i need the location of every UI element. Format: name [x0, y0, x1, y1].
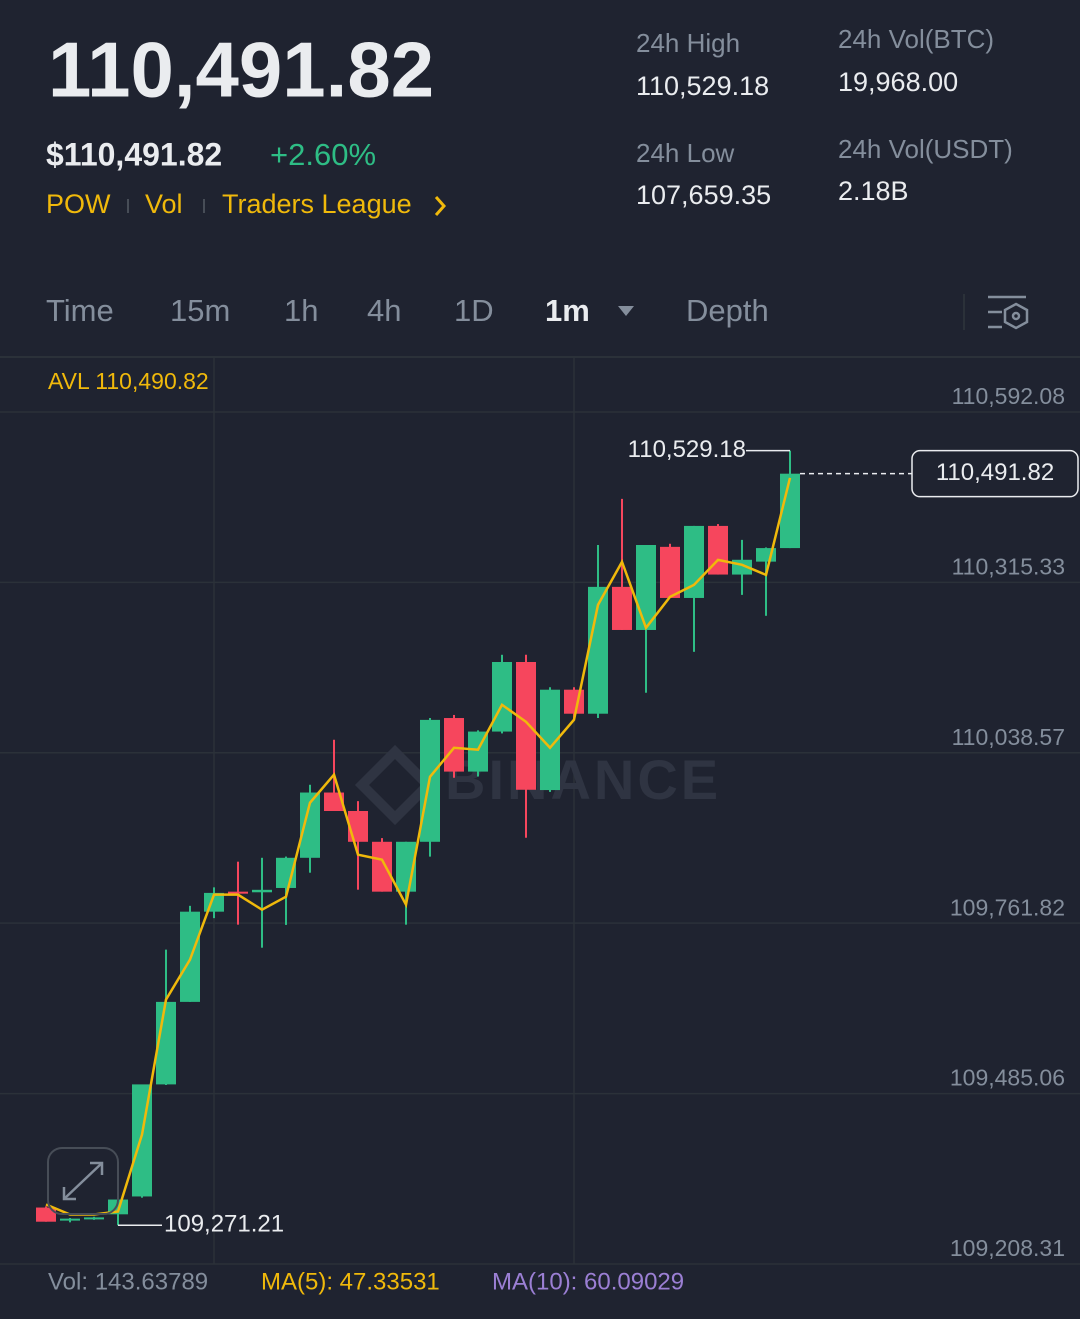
- candle-body: [660, 546, 680, 598]
- candle-body: [780, 473, 800, 549]
- stat-label: 24h High: [636, 28, 740, 58]
- avl-label: AVL 110,490.82: [48, 368, 209, 394]
- tab[interactable]: 15m: [170, 293, 230, 328]
- y-tick-label: 109,761.82: [950, 894, 1065, 920]
- y-tick-label: 109,208.31: [950, 1235, 1065, 1261]
- candle-body: [60, 1218, 80, 1221]
- candle-body: [636, 545, 656, 630]
- ma5-label: MA(5): 47.33531: [261, 1268, 440, 1295]
- tag[interactable]: Vol: [145, 189, 183, 219]
- tab[interactable]: 1h: [284, 293, 318, 328]
- candle-body: [612, 586, 632, 630]
- y-tick-label: 110,592.08: [952, 383, 1065, 409]
- candle-body: [228, 891, 248, 894]
- ma-line: [45, 477, 792, 1216]
- watermark-logo: [354, 744, 436, 826]
- candle-body: [444, 718, 464, 772]
- ma10-label: MA(10): 60.09029: [492, 1268, 684, 1295]
- candle-body: [540, 689, 560, 791]
- tab[interactable]: 4h: [367, 293, 401, 328]
- high-label: 110,529.18: [628, 436, 746, 463]
- stat-value: 110,529.18: [636, 71, 769, 101]
- candle-body: [324, 792, 344, 812]
- stat-label: 24h Vol(USDT): [838, 134, 1013, 164]
- candle-body: [36, 1207, 56, 1222]
- y-tick-label: 110,038.57: [952, 724, 1065, 750]
- candle-body: [588, 586, 608, 714]
- fiat-price: $110,491.82: [46, 136, 222, 172]
- volume-label: Vol: 143.63789: [48, 1268, 208, 1295]
- watermark: BINANCE: [445, 748, 721, 811]
- settings-icon[interactable]: [988, 295, 1029, 330]
- chevron: [434, 196, 447, 216]
- candle-body: [708, 525, 728, 575]
- tag[interactable]: Traders League: [222, 189, 412, 219]
- price-change: +2.60%: [270, 137, 376, 172]
- candle-body: [372, 841, 392, 892]
- tabs: Time 15m 1h 4h 1D 1m Depth: [46, 293, 769, 328]
- candle-body: [348, 811, 368, 842]
- stat-label: 24h Vol(BTC): [838, 24, 994, 54]
- candlestick-chart: 110,592.08 110,315.33 110,038.57 109,761.82…: [0, 358, 1080, 1265]
- candle-body: [564, 689, 584, 714]
- dropdown-arrow: [618, 306, 634, 316]
- tab[interactable]: 1m: [545, 293, 590, 328]
- tab[interactable]: Time: [46, 293, 114, 328]
- candle-body: [492, 661, 512, 732]
- stat-value: 2.18B: [838, 176, 909, 206]
- candle-body: [252, 889, 272, 893]
- candle-body: [84, 1217, 104, 1220]
- y-tick-label: 110,315.33: [952, 553, 1065, 579]
- candle-body: [300, 792, 320, 858]
- tab[interactable]: Depth: [686, 293, 769, 328]
- last-price-label: 110,491.82: [936, 459, 1054, 486]
- y-tick-label: 109,485.06: [950, 1065, 1065, 1091]
- tag[interactable]: POW: [46, 189, 111, 219]
- last-price-box: [911, 449, 1079, 498]
- low-label: 109,271.21: [164, 1211, 284, 1238]
- last-price: 110,491.82: [48, 26, 434, 114]
- stat-value: 107,659.35: [636, 180, 771, 210]
- expand-button[interactable]: [47, 1147, 119, 1215]
- tab[interactable]: 1D: [454, 293, 494, 328]
- candle-body: [516, 661, 536, 790]
- stat-label: 24h Low: [636, 138, 735, 168]
- expand-icon: [62, 1161, 104, 1201]
- stat-value: 19,968.00: [838, 67, 958, 97]
